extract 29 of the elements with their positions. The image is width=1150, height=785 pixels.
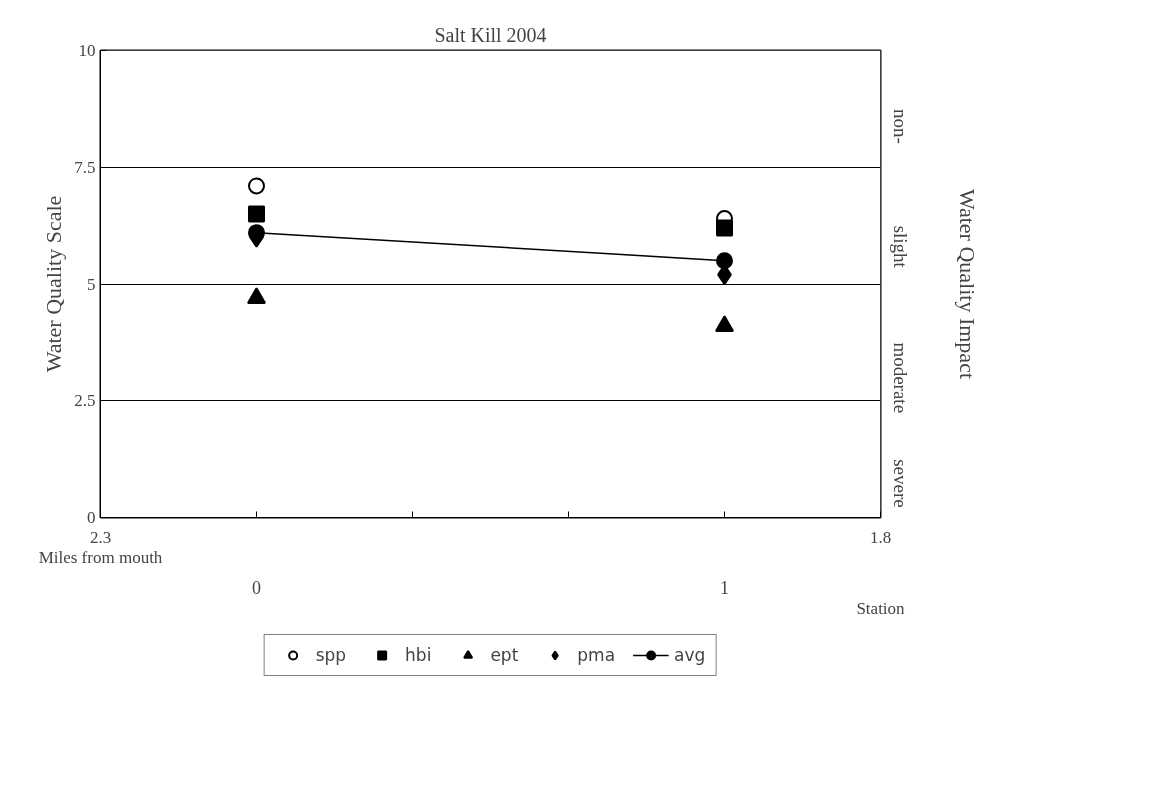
point (716, 219, 733, 237)
legend-label: spp (315, 645, 347, 665)
legend-label: pma (577, 645, 616, 665)
y-axis-title: Water Quality Scale (41, 195, 67, 373)
point (716, 252, 733, 270)
band-label: severe (890, 459, 911, 508)
y-tick-label: 0 (87, 508, 96, 527)
band-label: slight (890, 225, 911, 269)
y-tick-label: 5 (87, 274, 96, 294)
x2-tick-label: 1 (720, 577, 730, 598)
point (715, 315, 734, 332)
y2-axis-title: Water Quality Impact (954, 188, 980, 380)
point (247, 287, 266, 304)
band-label: moderate (890, 342, 911, 414)
legend-label: ept (490, 645, 519, 665)
y-tick-label: 7.5 (74, 157, 96, 177)
chart-title: Salt Kill 2004 (434, 23, 547, 46)
x-tick-label: 1.8 (869, 527, 892, 547)
y-tick-label: 2.5 (74, 391, 96, 411)
legend-label: avg (674, 645, 706, 665)
band-label: non- (890, 108, 911, 144)
y-tick-label: 10 (78, 41, 96, 60)
x2-axis-title: Station (856, 598, 906, 618)
x2-tick-label: 0 (251, 577, 261, 598)
x-axis-title: Miles from mouth (38, 547, 163, 567)
x-tick-label: 2.3 (89, 527, 112, 547)
legend-label: hbi (405, 645, 432, 665)
point (248, 205, 265, 223)
point (248, 177, 265, 195)
